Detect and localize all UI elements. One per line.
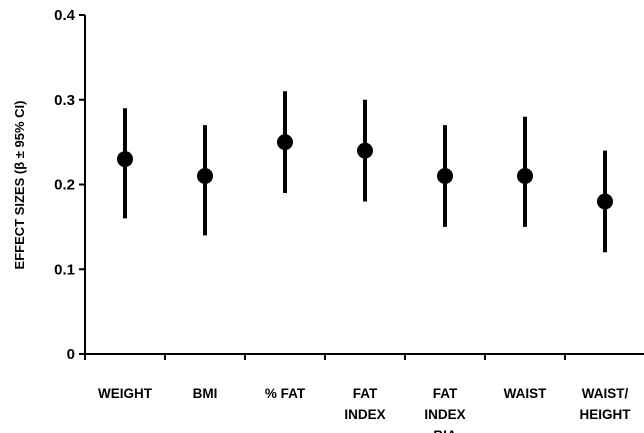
- y-tick-label-1: 0.1: [54, 261, 75, 278]
- x-category-label-3: FAT INDEX: [344, 386, 385, 422]
- x-category-label-6: WAIST/HEIGHT: [579, 386, 631, 422]
- x-category-label-0: WEIGHT: [98, 386, 153, 401]
- x-category-label-1: BMI: [193, 386, 218, 401]
- y-tick-label-2: 0.2: [54, 177, 75, 194]
- x-category-label-2: % FAT: [265, 386, 306, 401]
- data-point-0: [117, 151, 133, 168]
- y-tick-label-3: 0.3: [54, 92, 75, 109]
- x-category-label-4: FATINDEXBIA: [424, 386, 465, 433]
- data-point-5: [517, 168, 533, 185]
- y-tick-label-0: 0: [67, 346, 75, 363]
- y-axis-title: EFFECT SIZES (β ± 95% CI): [12, 101, 27, 270]
- y-tick-label-4: 0.4: [54, 7, 76, 24]
- data-point-1: [197, 168, 213, 185]
- data-point-3: [357, 142, 373, 159]
- x-category-label-5: WAIST: [504, 386, 548, 401]
- y-axis: 0 0.1 0.2 0.3 0.4: [54, 7, 86, 363]
- data-point-4: [437, 168, 453, 185]
- data-marks: [117, 91, 613, 253]
- data-point-6: [597, 193, 613, 210]
- data-point-2: [277, 134, 293, 151]
